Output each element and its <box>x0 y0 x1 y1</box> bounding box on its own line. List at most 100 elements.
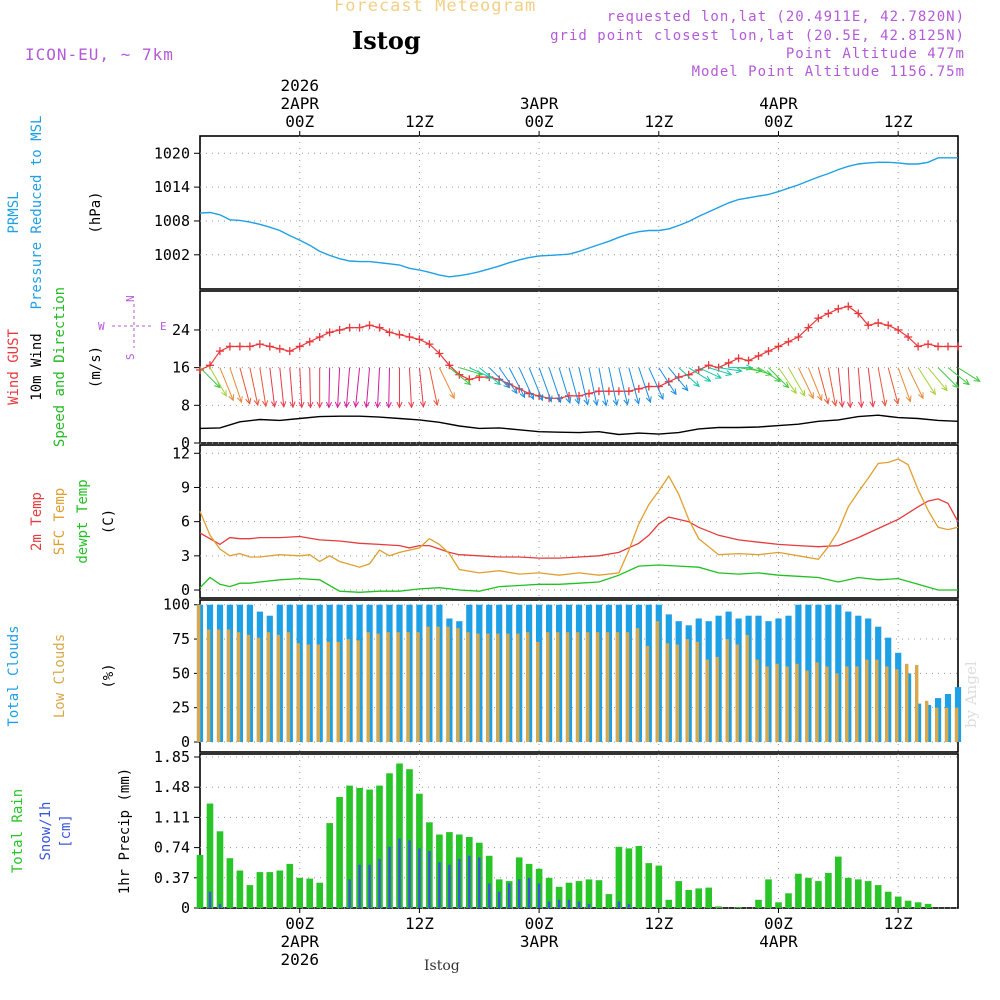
snow-bar <box>617 901 621 908</box>
wind-direction-arrow <box>846 367 854 409</box>
gust-marker <box>285 347 294 356</box>
total-cloud-bar <box>835 604 842 742</box>
gust-marker <box>814 314 823 323</box>
rain-bar <box>735 907 742 908</box>
snow-bar <box>468 855 471 908</box>
low-cloud-bar <box>735 644 739 742</box>
low-cloud-bar <box>196 604 201 742</box>
low-cloud-bar <box>556 632 560 742</box>
low-cloud-bar <box>954 707 959 742</box>
y-tick-label: 1.85 <box>154 748 190 766</box>
gust-marker <box>794 333 803 342</box>
rain-bar <box>665 899 673 908</box>
low-cloud-bar <box>775 663 779 742</box>
snow-bar <box>567 899 571 908</box>
rain-bar <box>326 823 333 908</box>
snow-bar <box>557 899 561 908</box>
rain-bar <box>236 870 244 908</box>
top-time-label: 2APR <box>280 94 319 113</box>
wind-direction-arrow <box>316 367 323 409</box>
rain-bar <box>894 896 902 908</box>
panel-temperature: 0 3 6 9 12 2m Temp SFC Temp dewpt Temp (C) <box>29 444 959 599</box>
wind-direction-arrow <box>289 367 296 409</box>
gust-marker <box>644 382 653 391</box>
low-cloud-bar <box>246 634 251 742</box>
bottom-time-label: 00Z <box>285 914 314 933</box>
gust-marker <box>335 325 344 334</box>
rain-bar <box>705 887 712 908</box>
rain-bar <box>575 881 583 908</box>
rain-bar <box>406 769 413 908</box>
top-time-label: 4APR <box>759 94 798 113</box>
rain-bar <box>216 831 224 908</box>
snow-bar <box>368 864 371 908</box>
wind-direction-arrow <box>418 367 426 409</box>
y-tick-label: 0.74 <box>154 839 190 857</box>
low-cloud-bar <box>396 632 400 742</box>
low-cloud-bar <box>895 669 899 742</box>
rain-bar <box>396 763 403 908</box>
gust-marker <box>884 321 893 330</box>
wind-direction-arrow <box>947 367 970 386</box>
compass-w: W <box>98 320 105 333</box>
model-name: ICON-EU, ~ 7km <box>25 45 174 64</box>
top-time-label: 3APR <box>520 94 559 113</box>
gust-marker <box>724 358 733 367</box>
gust-marker <box>594 387 603 396</box>
low-cloud-bar <box>765 666 769 742</box>
y-tick-label: 1.48 <box>154 778 190 796</box>
rain-bar <box>825 872 832 908</box>
wind-direction-arrow <box>428 367 440 407</box>
bottom-time-label: 00Z <box>525 914 554 933</box>
snow-bar <box>488 883 491 908</box>
wind-direction-arrow <box>937 367 959 389</box>
y-tick-label: 12 <box>172 444 190 462</box>
wind-direction-arrow <box>797 367 814 400</box>
low-cloud-bar <box>745 634 749 742</box>
low-cloud-bar <box>675 644 679 742</box>
rain-bar <box>306 878 313 908</box>
gust-marker <box>225 342 234 351</box>
wind-direction-arrow <box>343 367 351 409</box>
panel-label: Speed and Direction <box>52 287 68 447</box>
low-cloud-bar <box>216 629 221 742</box>
rain-bar <box>635 846 643 908</box>
wind-direction-arrow <box>449 367 472 386</box>
rain-bar <box>785 893 792 908</box>
snow-bar <box>518 879 521 908</box>
bottom-time-label: 4APR <box>759 932 798 951</box>
rain-bar <box>206 803 214 908</box>
snow-bar <box>627 903 631 908</box>
low-cloud-bar <box>585 632 590 742</box>
wind-direction-arrow <box>438 367 455 400</box>
snow-bar <box>428 850 431 908</box>
low-cloud-bar <box>456 628 460 742</box>
y-tick-label: 16 <box>172 359 190 377</box>
rain-bar <box>695 888 702 908</box>
gust-marker <box>834 304 843 313</box>
compass-n: N <box>124 295 137 302</box>
low-cloud-bar <box>536 641 540 742</box>
wind-direction-arrow <box>558 367 572 404</box>
y-tick-label: 1020 <box>154 144 190 162</box>
bottom-time-label: 12Z <box>405 914 434 933</box>
rain-bar <box>585 879 593 908</box>
low-cloud-bar <box>306 644 310 742</box>
rain-bar <box>316 882 323 908</box>
rain-bar <box>386 773 393 908</box>
gust-marker <box>844 302 853 311</box>
low-cloud-bar <box>506 633 510 742</box>
wind-direction-arrow <box>528 367 544 402</box>
snow-bar <box>418 848 421 908</box>
panel-pressure: 1002 1008 1014 1020 PRMSL Pressure Reduced to… <box>6 116 959 309</box>
wind-direction-arrow <box>788 367 806 397</box>
model-point-altitude: Model Point Altitude 1156.75m <box>691 64 965 80</box>
low-cloud-bar <box>755 659 759 742</box>
wind-direction-arrow <box>478 367 502 386</box>
wind-direction-arrow <box>827 367 838 407</box>
wind-direction-arrow <box>374 367 381 409</box>
gust-marker <box>425 340 434 349</box>
wind-direction-arrow <box>548 367 562 404</box>
rain-bar <box>914 902 922 908</box>
low-cloud-bar <box>326 641 330 742</box>
